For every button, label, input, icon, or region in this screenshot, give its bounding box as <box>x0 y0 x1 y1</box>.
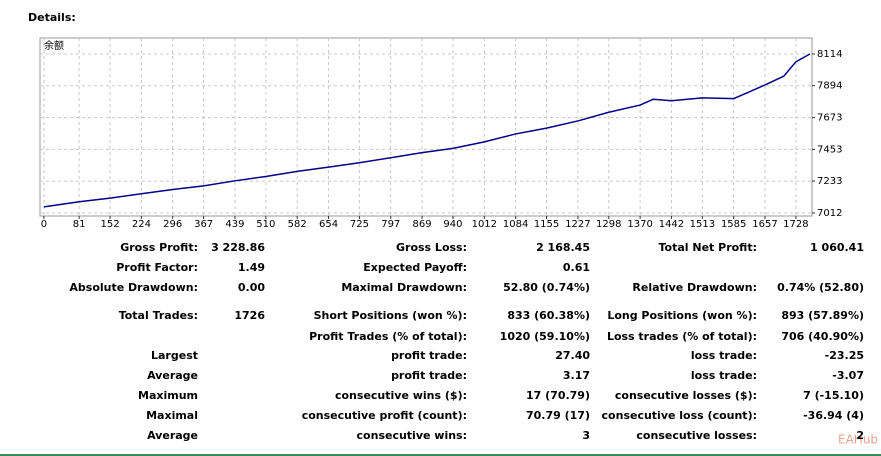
stat-label: Average <box>147 429 198 442</box>
x-tick-label: 1084 <box>503 219 528 230</box>
stat-label: consecutive loss (count): <box>602 409 757 422</box>
stat-value: 52.80 (0.74%) <box>503 281 590 294</box>
x-tick-label: 1585 <box>721 219 746 230</box>
stat-value: 1726 <box>234 309 265 322</box>
x-tick-label: 1370 <box>627 219 652 230</box>
x-tick-label: 439 <box>225 219 244 230</box>
y-tick-label: 7233 <box>817 176 842 187</box>
watermark: EAHub <box>838 433 878 447</box>
stat-value: -3.07 <box>832 369 864 382</box>
stat-value: 3 <box>582 429 590 442</box>
y-tick-label: 7453 <box>817 144 842 155</box>
stat-label: Expected Payoff: <box>363 261 467 274</box>
x-tick-label: 869 <box>413 219 432 230</box>
stat-value: 7 (-15.10) <box>803 389 864 402</box>
x-tick-label: 940 <box>443 219 462 230</box>
stat-label: consecutive losses ($): <box>615 389 757 402</box>
stat-value: 0.74% (52.80) <box>777 281 864 294</box>
x-tick-label: 296 <box>163 219 182 230</box>
balance-line <box>43 53 811 208</box>
stat-label: profit trade: <box>391 369 467 382</box>
x-tick-label: 0 <box>41 219 47 230</box>
stat-value: 3.17 <box>563 369 590 382</box>
stat-label: consecutive wins ($): <box>335 389 467 402</box>
x-tick-label: 1442 <box>659 219 684 230</box>
stat-value: 706 (40.90%) <box>781 330 864 343</box>
stat-value: 1020 (59.10%) <box>500 330 590 343</box>
y-tick-label: 7673 <box>817 113 842 124</box>
x-tick-label: 1227 <box>565 219 590 230</box>
stat-label: consecutive losses: <box>636 429 757 442</box>
stat-label: loss trade: <box>691 349 757 362</box>
stat-label: Profit Trades (% of total): <box>309 330 467 343</box>
stat-label: profit trade: <box>391 349 467 362</box>
y-tick-label: 7894 <box>817 81 842 92</box>
stat-label: Gross Profit: <box>120 241 198 254</box>
stat-value: 17 (70.79) <box>526 389 590 402</box>
stat-label: Average <box>147 369 198 382</box>
x-tick-label: 224 <box>132 219 151 230</box>
stat-label: Gross Loss: <box>396 241 467 254</box>
x-tick-label: 1513 <box>690 219 715 230</box>
stat-value: 3 228.86 <box>211 241 265 254</box>
y-tick-label: 7012 <box>817 208 842 219</box>
stat-value: -23.25 <box>825 349 864 362</box>
x-tick-label: 1012 <box>472 219 497 230</box>
x-tick-label: 510 <box>256 219 275 230</box>
stat-value: 893 (57.89%) <box>781 309 864 322</box>
x-tick-label: 1298 <box>596 219 621 230</box>
stat-value: 0.00 <box>238 281 265 294</box>
heading: Details: <box>28 11 76 24</box>
stat-value: 2 <box>856 429 864 442</box>
stat-label: Profit Factor: <box>116 261 198 274</box>
stat-label: Maximal <box>146 409 198 422</box>
x-tick-label: 1657 <box>752 219 777 230</box>
x-tick-label: 797 <box>381 219 400 230</box>
stat-label: Total Trades: <box>119 309 198 322</box>
stat-label: Maximal Drawdown: <box>341 281 467 294</box>
stat-value: 27.40 <box>555 349 590 362</box>
stat-label: Loss trades (% of total): <box>607 330 757 343</box>
stat-label: consecutive profit (count): <box>302 409 467 422</box>
stat-label: Relative Drawdown: <box>632 281 757 294</box>
stat-value: 833 (60.38%) <box>507 309 590 322</box>
y-tick-label: 8114 <box>817 49 842 60</box>
stat-label: Absolute Drawdown: <box>69 281 198 294</box>
stat-label: loss trade: <box>691 369 757 382</box>
stat-label: Largest <box>151 349 198 362</box>
stat-value: 70.79 (17) <box>526 409 590 422</box>
stat-value: 1.49 <box>238 261 265 274</box>
x-tick-label: 367 <box>194 219 213 230</box>
stat-label: Short Positions (won %): <box>314 309 467 322</box>
stat-value: 2 168.45 <box>536 241 590 254</box>
x-tick-label: 1155 <box>534 219 559 230</box>
chart-frame <box>39 37 813 217</box>
x-tick-label: 654 <box>319 219 338 230</box>
stat-label: Long Positions (won %): <box>607 309 757 322</box>
x-tick-label: 725 <box>350 219 369 230</box>
stat-label: Maximum <box>138 389 198 402</box>
x-tick-label: 81 <box>73 219 86 230</box>
stat-label: Total Net Profit: <box>659 241 758 254</box>
x-tick-label: 582 <box>288 219 307 230</box>
stat-value: 1 060.41 <box>810 241 864 254</box>
stat-value: -36.94 (4) <box>803 409 864 422</box>
stat-label: consecutive wins: <box>357 429 467 442</box>
stat-value: 0.61 <box>563 261 590 274</box>
x-tick-label: 152 <box>101 219 120 230</box>
chart-label: 余额 <box>44 39 64 52</box>
x-tick-label: 1728 <box>783 219 808 230</box>
